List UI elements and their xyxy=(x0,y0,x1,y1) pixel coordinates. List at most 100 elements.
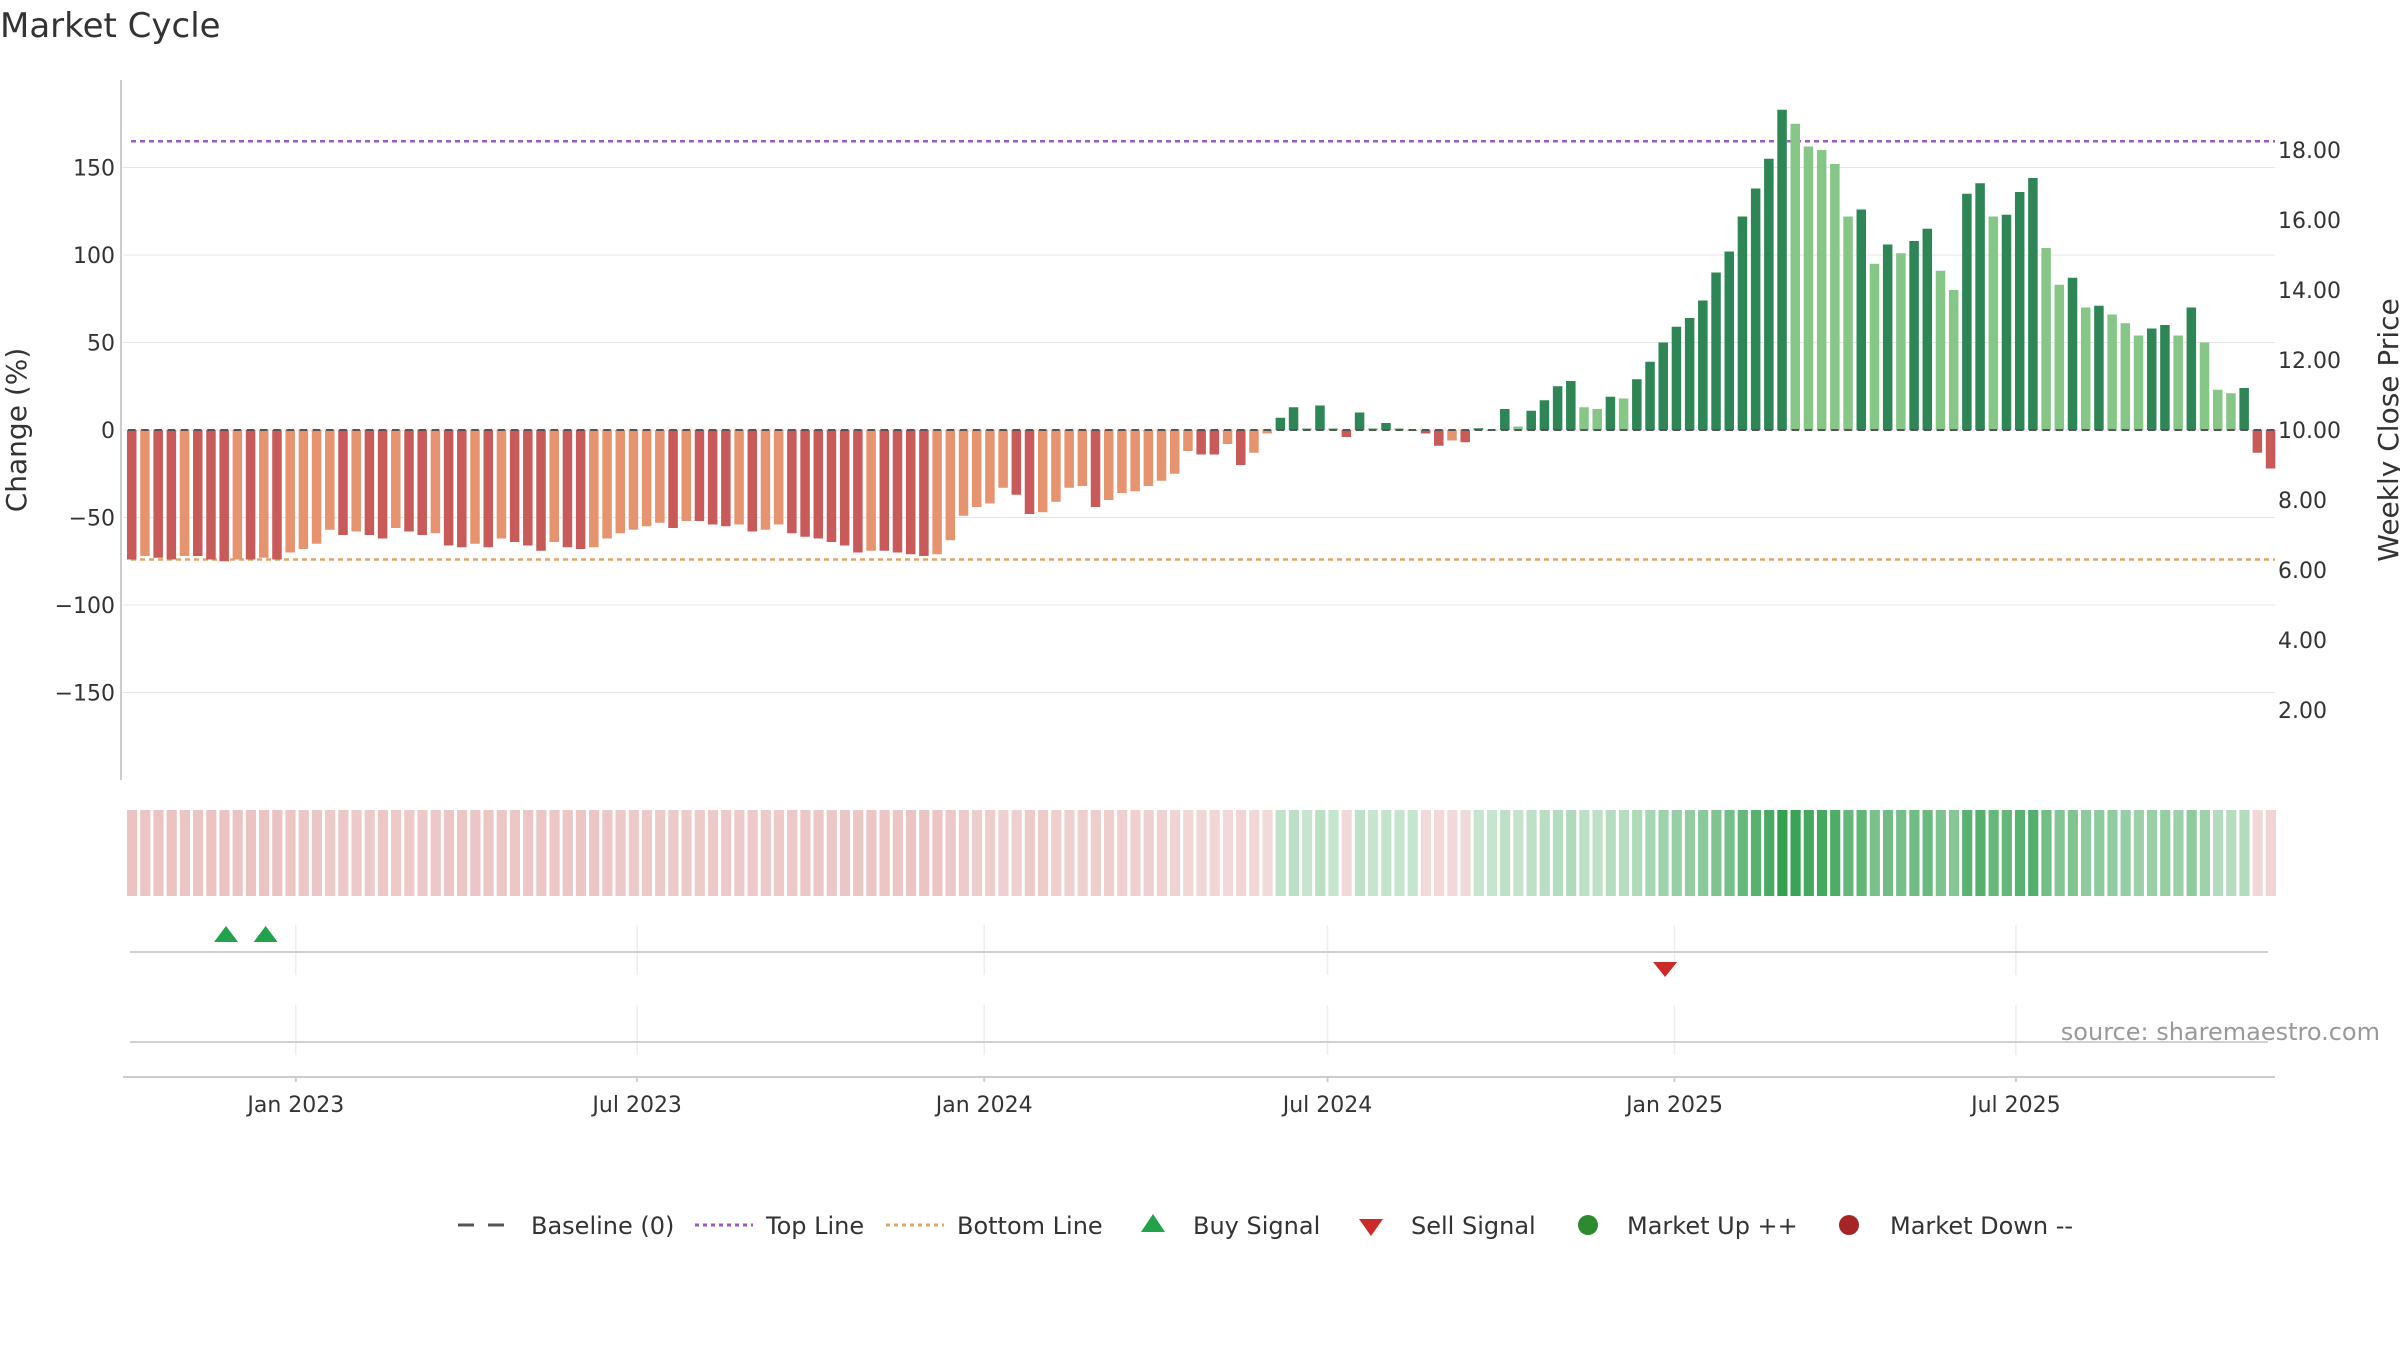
heat-cell xyxy=(1090,810,1101,896)
legend-market-down-icon xyxy=(1839,1215,1859,1235)
heat-cell xyxy=(866,810,877,896)
bar xyxy=(2265,430,2276,469)
heat-cell xyxy=(1909,810,1920,896)
bar xyxy=(1790,123,1801,430)
bar xyxy=(747,430,758,532)
heat-cell xyxy=(839,810,851,896)
bar xyxy=(404,430,414,532)
bar xyxy=(813,430,824,539)
heat-cell xyxy=(628,810,639,896)
heat-cell xyxy=(536,810,547,896)
legend-top-line-label: Top Line xyxy=(765,1212,864,1240)
heat-cell xyxy=(826,810,837,896)
bar xyxy=(1064,430,1074,488)
heat-cell xyxy=(879,810,890,896)
bar xyxy=(1354,412,1365,430)
bar xyxy=(2252,430,2263,453)
bar xyxy=(1500,409,1510,430)
bar xyxy=(1513,426,1523,430)
bar xyxy=(140,430,150,556)
legend-baseline-label: Baseline (0) xyxy=(531,1212,674,1240)
heat-cell xyxy=(1315,810,1326,896)
bar xyxy=(1830,164,1840,430)
heat-cell xyxy=(734,810,745,896)
heat-cell xyxy=(206,810,217,896)
heat-cell xyxy=(232,810,243,896)
heat-cell xyxy=(1777,810,1788,896)
bar xyxy=(2001,214,2012,430)
bar xyxy=(839,430,850,546)
heat-cell xyxy=(1024,810,1035,896)
bar xyxy=(470,430,480,544)
heat-cell xyxy=(1196,810,1207,896)
bar xyxy=(1856,209,1867,430)
bar xyxy=(2146,328,2157,430)
bar xyxy=(1434,430,1444,446)
heat-cell xyxy=(2133,810,2144,896)
heat-cell xyxy=(1632,810,1643,896)
heat-cell xyxy=(193,810,204,896)
bar xyxy=(483,430,493,548)
bar xyxy=(391,430,401,528)
heat-cell xyxy=(853,810,864,896)
bar xyxy=(2107,314,2117,430)
heat-cell xyxy=(1117,810,1128,896)
legend-sell-signal-icon xyxy=(1359,1219,1383,1236)
bar xyxy=(1249,430,1259,453)
bar xyxy=(1275,417,1286,430)
heat-cell xyxy=(1183,810,1194,896)
bar xyxy=(1090,430,1101,507)
heat-cell xyxy=(219,810,230,896)
bar xyxy=(958,430,969,516)
heat-cell xyxy=(932,810,943,896)
bar xyxy=(866,430,876,551)
heat-cell xyxy=(1011,810,1022,896)
heat-cell xyxy=(272,810,283,896)
heat-cell xyxy=(549,810,560,896)
bar xyxy=(773,430,784,525)
bar xyxy=(575,430,586,549)
heat-cell xyxy=(721,810,732,896)
heat-cell xyxy=(2146,810,2158,896)
source-note: source: sharemaestro.com xyxy=(2061,1018,2380,1046)
heat-cell xyxy=(338,810,349,896)
bar xyxy=(1962,193,1972,430)
heat-cell xyxy=(971,810,983,896)
heat-cell xyxy=(1618,810,1630,896)
bar xyxy=(1539,400,1550,430)
bar xyxy=(1552,386,1563,430)
bar xyxy=(2041,248,2051,430)
heat-cell xyxy=(2028,810,2039,896)
heat-cell xyxy=(166,810,177,896)
heat-cell xyxy=(1288,810,1299,896)
heat-cell xyxy=(1341,810,1352,896)
bar xyxy=(853,430,863,553)
heat-cell xyxy=(1882,810,1894,896)
bar xyxy=(1909,241,1919,430)
heat-cell xyxy=(655,810,666,896)
legend-buy-signal-label: Buy Signal xyxy=(1193,1212,1320,1240)
bar xyxy=(1130,430,1140,492)
y-tick-label: −150 xyxy=(55,682,115,707)
bar xyxy=(1698,300,1708,430)
axes: −150 −100 −50 0 50 100 150 2.00 4.00 6.00 8.00 10.0… xyxy=(55,80,2341,1118)
bar xyxy=(338,430,348,535)
heat-cell xyxy=(615,810,626,896)
bar xyxy=(377,430,388,539)
heat-cell xyxy=(1671,810,1682,896)
y2-tick-label: 8.00 xyxy=(2278,489,2327,514)
bar xyxy=(985,430,995,504)
y2-tick-label: 10.00 xyxy=(2278,419,2341,444)
bar xyxy=(2173,335,2183,430)
bar xyxy=(668,430,678,528)
y-tick-label: −50 xyxy=(69,507,115,532)
bar xyxy=(1750,188,1761,430)
heat-cell xyxy=(1896,810,1907,896)
bar xyxy=(1605,396,1616,430)
bar xyxy=(1566,381,1576,430)
heat-cell xyxy=(430,810,441,896)
heat-cell xyxy=(919,810,930,896)
bar xyxy=(457,430,467,548)
bar xyxy=(1816,150,1827,430)
heat-cell xyxy=(747,810,758,896)
